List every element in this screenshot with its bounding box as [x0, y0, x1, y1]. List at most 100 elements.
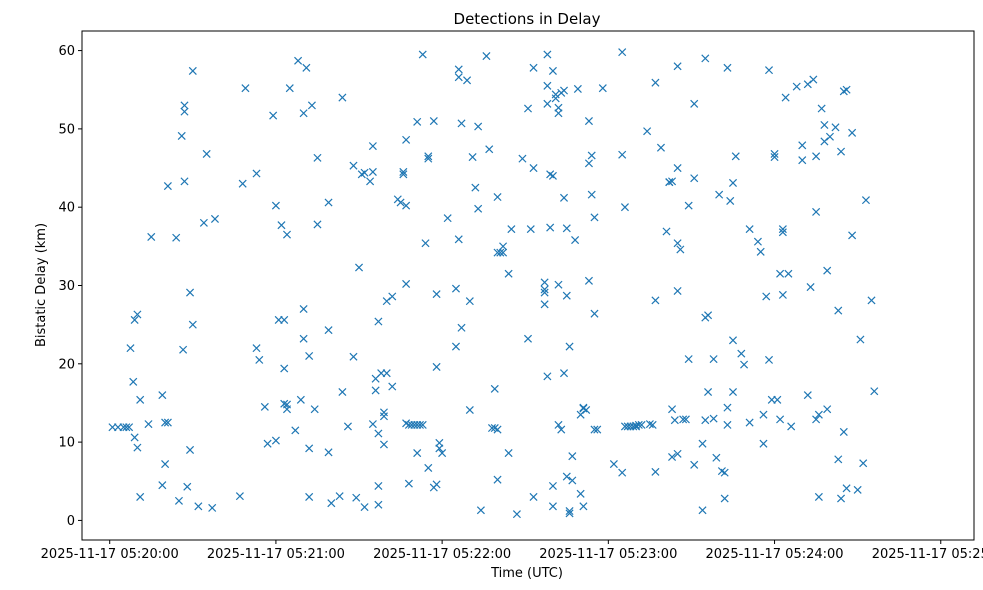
- data-point: [576, 489, 585, 498]
- data-point: [180, 107, 189, 116]
- data-point: [126, 344, 135, 353]
- data-point: [645, 420, 654, 429]
- data-point: [701, 416, 710, 425]
- data-point: [432, 362, 441, 371]
- y-tick-label: 40: [58, 201, 75, 216]
- data-point: [374, 317, 383, 326]
- data-point: [618, 150, 627, 159]
- data-point: [648, 420, 657, 429]
- data-point: [728, 336, 738, 345]
- data-point: [787, 422, 796, 431]
- data-point: [158, 391, 167, 400]
- data-point: [571, 236, 580, 245]
- data-point: [122, 423, 131, 432]
- data-point: [130, 315, 139, 324]
- data-point: [715, 190, 724, 199]
- data-point: [418, 50, 427, 59]
- data-point: [668, 452, 677, 462]
- data-point: [399, 167, 408, 176]
- x-tick-label: 2025-11-17 05:24:00: [706, 547, 844, 562]
- data-point: [280, 315, 289, 324]
- data-point: [493, 475, 502, 484]
- data-point: [679, 415, 688, 424]
- data-point: [125, 423, 134, 432]
- data-point: [183, 482, 192, 491]
- data-point: [712, 453, 721, 462]
- data-point: [468, 153, 477, 162]
- data-point: [670, 416, 679, 425]
- data-point: [548, 171, 557, 180]
- data-point: [174, 496, 183, 505]
- y-tick-label: 60: [58, 44, 75, 59]
- data-point: [643, 127, 652, 136]
- data-point: [759, 439, 768, 448]
- data-point: [338, 93, 347, 102]
- data-point: [280, 399, 289, 408]
- data-point: [812, 207, 821, 216]
- data-point: [271, 201, 280, 210]
- data-point: [421, 239, 430, 248]
- data-point: [814, 492, 823, 501]
- data-point: [474, 122, 483, 131]
- data-point: [618, 48, 627, 57]
- data-point: [374, 500, 383, 509]
- data-point: [324, 326, 333, 335]
- data-point: [504, 269, 513, 278]
- data-point: [324, 448, 333, 457]
- data-point: [637, 420, 646, 429]
- data-point: [701, 54, 710, 63]
- data-point: [255, 355, 264, 364]
- data-point: [476, 506, 485, 515]
- data-point: [668, 177, 677, 186]
- data-point: [424, 154, 433, 163]
- data-point: [313, 220, 322, 229]
- data-point: [327, 499, 336, 508]
- data-point: [823, 266, 832, 275]
- data-point: [548, 66, 557, 75]
- data-point: [158, 481, 167, 490]
- data-point: [543, 50, 552, 59]
- data-point: [443, 214, 452, 223]
- data-point: [673, 239, 682, 248]
- data-point: [354, 263, 364, 272]
- data-point: [720, 494, 729, 503]
- data-point: [540, 288, 549, 297]
- data-point: [665, 178, 674, 187]
- data-point: [673, 286, 682, 296]
- data-point: [179, 345, 188, 354]
- data-point: [335, 492, 344, 501]
- data-point: [590, 309, 599, 318]
- data-point: [762, 292, 771, 301]
- data-point: [136, 492, 145, 501]
- data-point: [584, 117, 593, 126]
- data-point: [194, 502, 203, 511]
- data-point: [324, 198, 333, 207]
- data-point: [681, 415, 690, 424]
- data-point: [565, 342, 574, 351]
- data-point: [543, 372, 552, 381]
- data-point: [238, 179, 247, 188]
- data-point: [684, 355, 693, 364]
- data-point: [842, 85, 851, 94]
- data-point: [673, 164, 682, 173]
- data-point: [676, 245, 685, 254]
- data-point: [402, 279, 411, 288]
- data-point: [379, 440, 388, 449]
- data-point: [451, 342, 460, 351]
- data-point: [798, 156, 807, 165]
- data-point: [471, 183, 480, 192]
- data-point: [161, 460, 170, 469]
- data-point: [518, 154, 527, 163]
- data-point: [723, 63, 732, 72]
- data-point: [728, 387, 738, 397]
- data-point: [737, 349, 746, 358]
- data-point: [136, 395, 145, 404]
- data-point: [382, 369, 391, 378]
- x-tick-label: 2025-11-17 05:22:00: [373, 547, 511, 562]
- data-point: [374, 481, 383, 490]
- data-point: [584, 159, 593, 168]
- data-point: [548, 481, 557, 490]
- data-point: [374, 429, 383, 438]
- data-point: [429, 117, 438, 126]
